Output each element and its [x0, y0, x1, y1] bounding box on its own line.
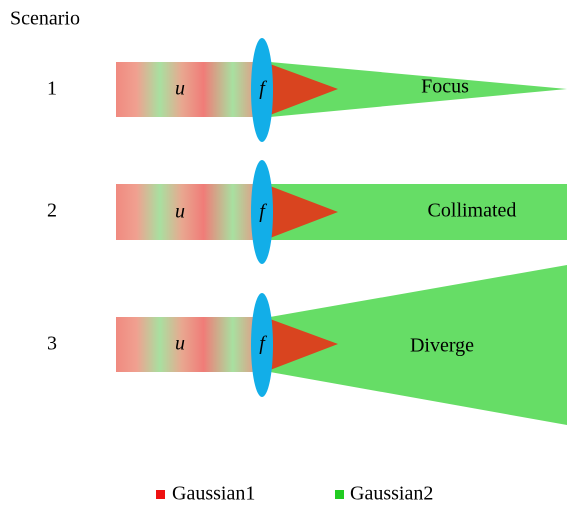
row-label: Focus — [421, 76, 469, 98]
row: 2 u f Collimated — [47, 160, 567, 264]
diagram: Scenario 1 u f Focus 2 u f Collimated 3 … — [0, 0, 567, 510]
input-beam — [116, 62, 266, 117]
input-beam — [116, 184, 266, 240]
title: Scenario — [10, 8, 80, 30]
row: 3 u f Diverge — [47, 265, 567, 425]
legend-swatch — [335, 490, 344, 499]
legend-swatch — [156, 490, 165, 499]
legend-label: Gaussian2 — [350, 483, 433, 505]
row: 1 u f Focus — [47, 38, 567, 142]
input-label: u — [175, 333, 185, 355]
row-number: 1 — [47, 78, 57, 100]
legend: Gaussian1 Gaussian2 — [156, 483, 433, 505]
legend-label: Gaussian1 — [172, 483, 255, 505]
row-label: Diverge — [410, 335, 474, 357]
row-number: 3 — [47, 333, 57, 355]
row-label: Collimated — [428, 200, 517, 222]
row-number: 2 — [47, 200, 57, 222]
input-label: u — [175, 201, 185, 223]
input-label: u — [175, 78, 185, 100]
input-beam — [116, 317, 266, 372]
